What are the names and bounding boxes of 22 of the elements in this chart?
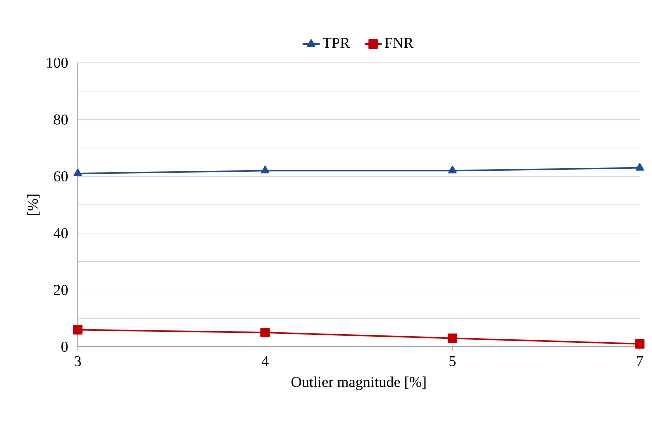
y-tick-label: 80 xyxy=(54,114,68,125)
y-tick-label: 100 xyxy=(47,58,68,68)
x-tick-label: 5 xyxy=(450,356,456,366)
point xyxy=(261,166,270,174)
legend-label: TPR xyxy=(322,38,350,48)
x-tick-label: 4 xyxy=(262,356,269,366)
x-tick-label: 3 xyxy=(74,356,82,367)
point xyxy=(448,166,457,174)
y-axis-title: [%] xyxy=(27,194,40,216)
point xyxy=(635,339,645,349)
y-tick-label: 60 xyxy=(54,172,68,182)
y-tick-label: 40 xyxy=(54,228,68,238)
point xyxy=(448,334,458,344)
y-tick-label: 20 xyxy=(54,285,68,296)
x-tick-label: 7 xyxy=(637,356,644,366)
legend-label: FNR xyxy=(385,38,414,48)
x-axis-title: Outlier magnitude [%] xyxy=(292,376,426,390)
point xyxy=(636,163,644,171)
point xyxy=(73,325,83,335)
y-tick-label: 0 xyxy=(62,342,68,352)
point xyxy=(260,328,270,338)
point xyxy=(74,169,82,177)
